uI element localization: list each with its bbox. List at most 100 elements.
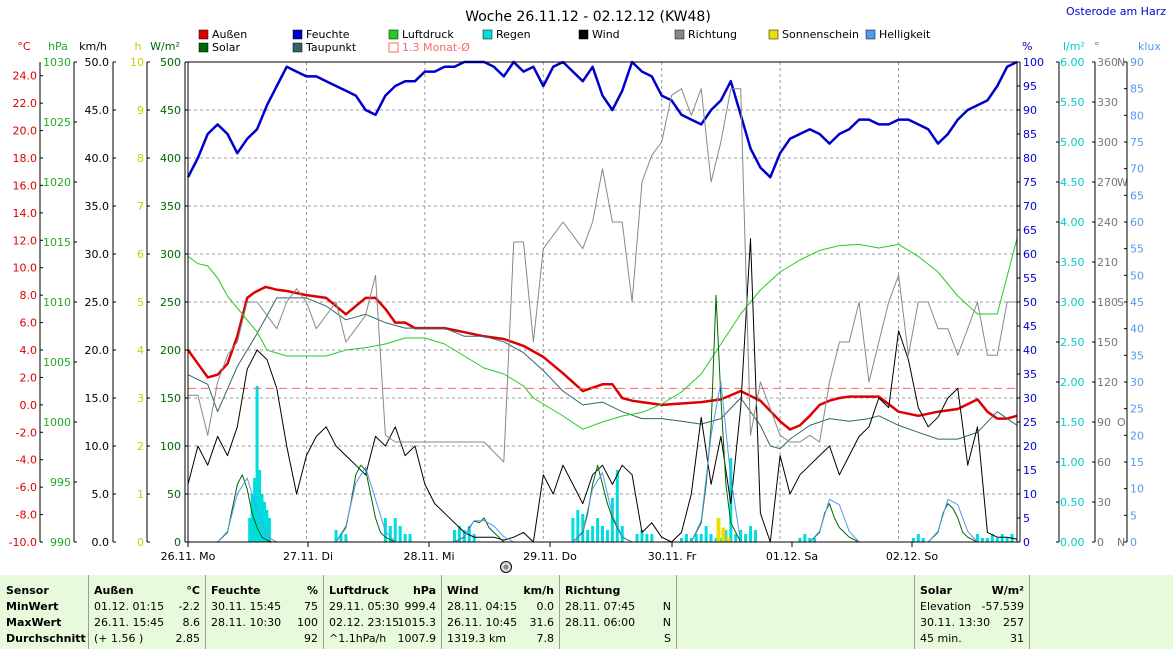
bar-regen bbox=[985, 538, 989, 542]
axis-tick-label-solar: 50 bbox=[167, 488, 181, 501]
axis-tick-label-lux: 65 bbox=[1130, 189, 1144, 202]
axis-tick-label-rain: 0.50 bbox=[1060, 496, 1085, 509]
axis-tick-label-lux: 40 bbox=[1130, 323, 1144, 336]
bar-regen bbox=[749, 526, 753, 542]
bar-regen bbox=[744, 534, 748, 542]
axis-tick-label-lux: 90 bbox=[1130, 56, 1144, 69]
bar-regen bbox=[798, 538, 802, 542]
axis-tick-label-lux: 60 bbox=[1130, 216, 1144, 229]
x-axis-label: 27.11. Di bbox=[283, 550, 333, 563]
axis-tick-label-lux: 55 bbox=[1130, 243, 1144, 256]
stats-col-solar: Solar W/m² Elevation -57.539 30.11. 13:3… bbox=[914, 575, 1030, 649]
axis-tick-label-solar: 350 bbox=[160, 200, 181, 213]
axis-tick-label-rain: 4.00 bbox=[1060, 216, 1085, 229]
bar-regen bbox=[591, 526, 595, 542]
axis-tick-label-lux: 70 bbox=[1130, 163, 1144, 176]
axis-unit-temp: °C bbox=[17, 40, 31, 53]
axis-tick-label-lux: 80 bbox=[1130, 109, 1144, 122]
location-label[interactable]: Osterode am Harz bbox=[1066, 5, 1166, 18]
bar-regen bbox=[699, 534, 703, 542]
legend-label-solar: Solar bbox=[212, 41, 241, 54]
bar-regen bbox=[694, 534, 698, 542]
axis-tick-label-temp: 10.0 bbox=[13, 262, 38, 275]
axis-tick-label-wind: 10.0 bbox=[85, 440, 110, 453]
x-axis-label: 28.11. Mi bbox=[403, 550, 454, 563]
axis-tick-label-sun_h: 7 bbox=[137, 200, 144, 213]
weather-chart: Woche 26.11.12 - 02.12.12 (KW48) Osterod… bbox=[9, 5, 1166, 573]
axis-tick-label-temp: 2.0 bbox=[20, 371, 38, 384]
axis-tick-label-humidity: 25 bbox=[1023, 416, 1037, 429]
stats-unit-aussen: °C bbox=[186, 584, 200, 597]
axis-tick-label-rain: 2.00 bbox=[1060, 376, 1085, 389]
bar-regen bbox=[704, 526, 708, 542]
line-series bbox=[186, 60, 1018, 543]
stats-richtung-max: N bbox=[662, 616, 671, 629]
axis-tick-label-lux: 30 bbox=[1130, 376, 1144, 389]
axis-tick-label-wind: 5.0 bbox=[92, 488, 110, 501]
x-axis-label: 29.11. Do bbox=[523, 550, 577, 563]
stats-col-feuchte: Feuchte % 30.11. 15:45 75 28.11. 10:30 1… bbox=[205, 575, 324, 649]
axis-tick-label-pressure: 1005 bbox=[43, 356, 71, 369]
legend-swatch-solar bbox=[198, 42, 209, 53]
line-richtung bbox=[188, 88, 1017, 463]
bar-sonnenschein bbox=[716, 518, 721, 542]
bar-regen bbox=[467, 526, 471, 542]
scroll-handle[interactable] bbox=[500, 561, 512, 573]
axis-tick-label-direction: 60 bbox=[1097, 456, 1111, 469]
axis-tick-label-sun_h: 1 bbox=[137, 488, 144, 501]
axis-tick-label-lux: 50 bbox=[1130, 269, 1144, 282]
axis-tick-label-wind: 20.0 bbox=[85, 344, 110, 357]
bar-regen bbox=[339, 534, 343, 542]
bar-regen bbox=[586, 530, 590, 542]
axis-tick-label-solar: 500 bbox=[160, 56, 181, 69]
axis-tick-label-temp: -2.0 bbox=[16, 426, 37, 439]
bar-regen bbox=[262, 502, 266, 542]
stats-solar-max: 257 bbox=[1003, 616, 1024, 629]
axis-tick-label-direction: 30 bbox=[1097, 496, 1111, 509]
axis-tick-label-sun_h: 3 bbox=[137, 392, 144, 405]
bar-regen bbox=[916, 534, 920, 542]
axis-tick-label-humidity: 35 bbox=[1023, 368, 1037, 381]
bar-regen bbox=[635, 534, 639, 542]
axis-tick-label-humidity: 100 bbox=[1023, 56, 1044, 69]
axis-unit-pressure: hPa bbox=[48, 40, 68, 53]
bar-regen bbox=[753, 530, 757, 542]
axis-tick-label-solar: 300 bbox=[160, 248, 181, 261]
axis-tick-label-temp: -6.0 bbox=[16, 481, 37, 494]
axis-tick-label-humidity: 15 bbox=[1023, 464, 1037, 477]
stats-richtung-min: N bbox=[662, 600, 671, 613]
stats-luftdruck-min: 999.4 bbox=[404, 600, 437, 613]
stats-header-feuchte: Feuchte bbox=[211, 584, 261, 597]
legend-label-luftdruck: Luftdruck bbox=[402, 28, 454, 41]
axis-tick-label-lux: 75 bbox=[1130, 136, 1144, 149]
stats-unit-solar: W/m² bbox=[991, 584, 1024, 597]
bar-regen bbox=[995, 538, 999, 542]
bar-regen bbox=[803, 534, 807, 542]
plot-frame bbox=[187, 61, 1018, 543]
bar-regen bbox=[739, 530, 743, 542]
legend-swatch-wind bbox=[578, 29, 589, 40]
axis-tick-label-wind: 50.0 bbox=[85, 56, 110, 69]
axis-compass-label: N bbox=[1117, 56, 1125, 69]
axis-tick-label-lux: 10 bbox=[1130, 483, 1144, 496]
axis-tick-label-rain: 5.00 bbox=[1060, 136, 1085, 149]
axis-tick-label-lux: 15 bbox=[1130, 456, 1144, 469]
axis-tick-label-direction: 210 bbox=[1097, 256, 1118, 269]
bar-regen bbox=[472, 534, 476, 542]
axis-tick-label-sun_h: 8 bbox=[137, 152, 144, 165]
bar-regen bbox=[248, 518, 252, 542]
axis-tick-label-rain: 3.00 bbox=[1060, 296, 1085, 309]
stats-richtung-max-time: 28.11. 06:00 bbox=[565, 616, 636, 629]
axis-tick-label-lux: 5 bbox=[1130, 509, 1137, 522]
bar-regen bbox=[334, 530, 338, 542]
axis-tick-label-lux: 85 bbox=[1130, 83, 1144, 96]
axis-tick-label-pressure: 1020 bbox=[43, 176, 71, 189]
legend-swatch-regen bbox=[482, 29, 493, 40]
bar-regen bbox=[605, 530, 609, 542]
stats-solar-elevation-label: Elevation bbox=[920, 600, 972, 613]
bar-regen bbox=[388, 526, 392, 542]
stats-header-richtung: Richtung bbox=[565, 584, 621, 597]
x-axis-label: 01.12. Sa bbox=[766, 550, 818, 563]
stats-header-solar: Solar bbox=[920, 584, 953, 597]
axis-tick-label-humidity: 95 bbox=[1023, 80, 1037, 93]
